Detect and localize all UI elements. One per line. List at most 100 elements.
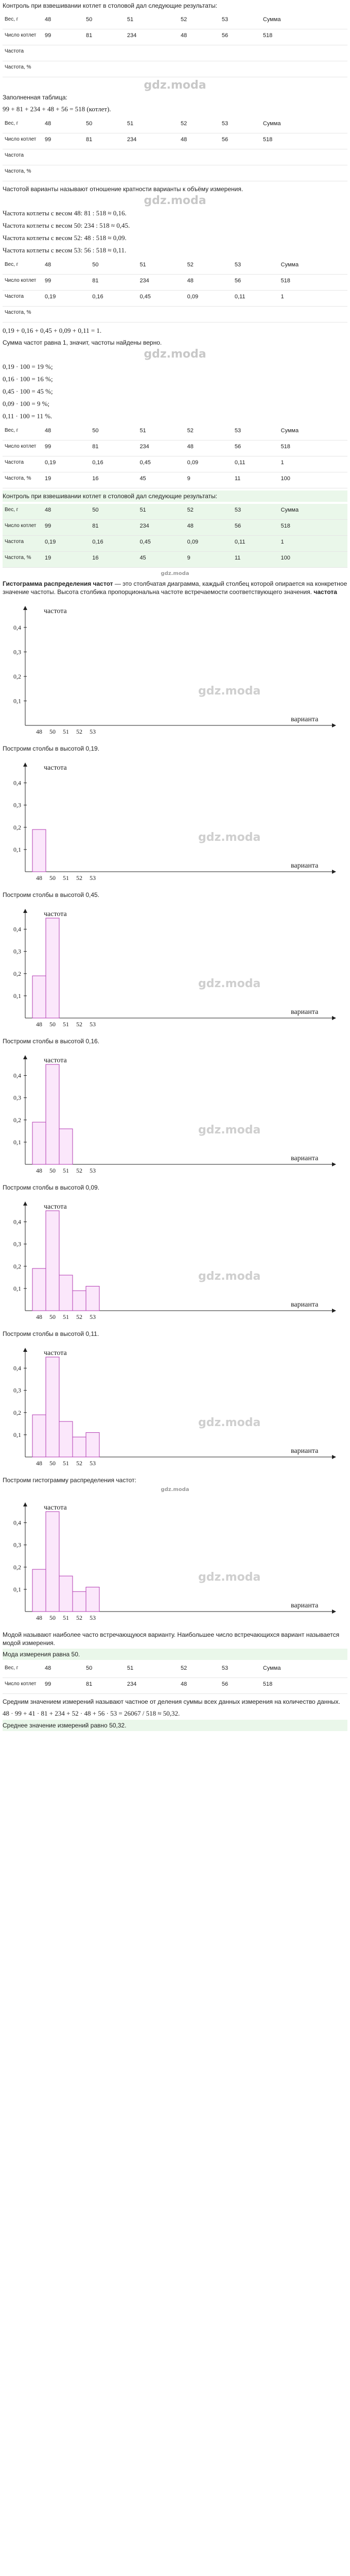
table-cell: 16 [90,551,138,568]
y-tick-label: 0,4 [13,779,21,787]
table-cell: 81 [83,1677,125,1694]
x-tick-label: 51 [63,1614,69,1621]
table-cell: 0,45 [137,456,185,472]
x-tick-label: 52 [76,874,82,882]
table-cell: 99 [43,29,84,45]
x-axis-arrow [332,723,336,727]
percent-calc-1: 0,19 · 100 = 19 %; [3,363,53,370]
table-row: Число котлет 99 81 234 48 56 518 [3,1677,347,1694]
histogram-bar [32,975,46,1019]
histogram-bar [45,1210,60,1311]
table-cell: 1 [278,535,347,552]
table-cell: 234 [125,1677,179,1694]
y-tick-label: 0,4 [13,1365,21,1372]
table-header: Вес, г [3,13,43,29]
x-tick-label: 48 [36,1614,42,1621]
x-tick-label: 50 [49,1614,56,1621]
histogram-step-1-svg: 0,1 0,2 0,3 0,4 частота варианта 48 50 51 52 53 gdz… [13,762,336,882]
histogram-step-2-svg: 0,1 0,2 0,3 0,4 частота варианта 48 50 51 52 53 gdz… [13,909,336,1028]
table-header: Частота [3,290,43,307]
step-2-text: Построим столбы в высотой 0,45. [3,891,100,899]
table-cell: 99 [43,440,91,456]
table-cell: 99 [43,1677,84,1694]
table-cell: 99 [43,133,84,149]
table-header: Частота [3,149,43,165]
histogram-bar [72,1591,86,1612]
table-header: Вес, г [3,425,43,440]
table-cell: 53 [219,1662,261,1678]
table-cell: 48 [185,519,233,536]
histogram-final-svg: 0,1 0,2 0,3 0,4 частота варианта 48 50 51 52 53 gdz… [13,1502,336,1621]
watermark-logo: gdz.moda [144,348,206,361]
y-tick-label: 0,3 [13,1387,21,1394]
table-row: Частота, % 19 16 45 9 11 100 [3,551,347,568]
table-cell: 518 [260,1677,347,1694]
table-cell: 81 [83,29,125,45]
table-cell: 52 [178,13,220,29]
x-axis-label: варианта [291,862,319,870]
step-5-text: Построим столбы в высотой 0,11. [3,1330,99,1337]
x-tick-label: 53 [90,1614,96,1621]
table-cell: 45 [137,472,185,488]
y-tick-label: 0,1 [13,1586,21,1593]
step-3-text: Построим столбы в высотой 0,16. [3,1038,100,1045]
table-row: Число котлет 99 81 234 48 56 518 [3,440,347,456]
histogram-bar [59,1575,73,1612]
table-row: Частота, % [3,306,347,323]
histogram-step-4-svg: 0,1 0,2 0,3 0,4 частота варианта 48 50 51 52 53 gdz… [13,1201,336,1320]
histogram-definition: Гистограмма распределения частот — это с… [3,578,347,598]
table-row: Вес, г 48 50 51 52 53 Сумма [3,117,347,133]
histogram-bar [85,1432,100,1458]
watermark-logo: gdz.moda [144,79,206,92]
histogram-bar [85,1587,100,1612]
y-axis-label: частота [44,1349,67,1357]
y-tick-label: 0,1 [13,1431,21,1438]
table-cell: 11 [232,472,279,488]
table-cell: 50 [90,504,138,520]
y-axis-label: частота [44,764,67,772]
table-cell: 53 [232,425,279,440]
y-tick-label: 0,3 [13,1241,21,1248]
histogram-bar [59,1421,73,1458]
watermark-logo: gdz.moda [198,1416,260,1429]
y-axis-arrow [23,909,27,913]
x-tick-label: 50 [49,728,56,735]
intro-text-2: Контроль при взвешивании котлет в столов… [3,490,347,502]
watermark-logo: gdz.moda [144,194,206,207]
x-tick-label: 51 [63,1021,69,1028]
table-cell: 50 [83,13,125,29]
definition-body: — это столбчатая диаграмма, каждый столб… [3,580,347,596]
table-cell: 0,19 [43,535,91,552]
x-tick-label: 52 [76,1313,82,1320]
watermark-logo: gdz.moda [161,571,189,577]
y-tick-label: 0,3 [13,948,21,955]
table-cell: 0,09 [185,290,233,307]
y-tick-label: 0,4 [13,1218,21,1226]
histogram-final: 0,1 0,2 0,3 0,4 частота варианта 48 50 51 52 53 gdz… [3,1494,347,1629]
table-cell: 51 [125,117,179,133]
x-tick-label: 48 [36,1313,42,1320]
table-cell: 81 [90,274,138,291]
table-cell: 100 [278,472,347,488]
y-axis-arrow [23,762,27,767]
y-axis-arrow [23,1502,27,1506]
step-final-text: Построим гистограмму распределения часто… [3,1477,136,1484]
histogram-bar [59,1128,73,1165]
x-tick-label: 50 [49,874,56,882]
table-header: Число котлет [3,133,43,149]
table-cell: 16 [90,472,138,488]
table-row: Частота, % [3,165,347,181]
x-tick-label: 51 [63,1460,69,1467]
table-cell: 0,16 [90,456,138,472]
x-tick-label: 48 [36,1021,42,1028]
watermark-logo: gdz.moda [198,685,260,698]
table-cell: 51 [125,1662,179,1678]
table-cell: 0,11 [232,456,279,472]
y-tick-label: 0,2 [13,1409,21,1416]
table-cell: Сумма [278,425,347,440]
histogram-bar [59,1275,73,1311]
table-cell: 48 [43,117,84,133]
table-cell: 1 [278,456,347,472]
table-cell: 81 [90,519,138,536]
y-tick-label: 0,1 [13,1285,21,1292]
